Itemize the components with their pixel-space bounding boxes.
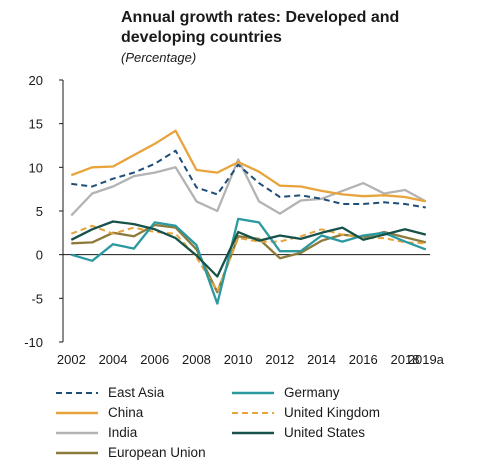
x-tick-label: 2014 <box>307 352 336 367</box>
x-tick-label: 2010 <box>224 352 253 367</box>
x-tick-label: 2012 <box>265 352 294 367</box>
series-line-india <box>70 158 427 217</box>
x-tick-label: 2018 <box>391 352 420 367</box>
chart-subtitle: (Percentage) <box>121 50 197 65</box>
y-tick-label: 10 <box>29 160 43 175</box>
x-tick-label: 2008 <box>182 352 211 367</box>
x-tick-label: 2002 <box>57 352 86 367</box>
x-tick-label: 2006 <box>140 352 169 367</box>
y-tick-label: 20 <box>29 73 43 88</box>
y-tick-label: -10 <box>24 335 43 350</box>
series-line-east-asia <box>71 149 426 209</box>
x-tick-label: 2004 <box>99 352 128 367</box>
y-tick-label: 15 <box>29 117 43 132</box>
series-line-united-states <box>70 220 427 278</box>
series-line-european-union <box>71 223 427 294</box>
chart-title: Annual growth rates: Developed and devel… <box>121 9 400 46</box>
y-tick-label: 0 <box>36 248 43 263</box>
x-tick-label: 2016 <box>349 352 378 367</box>
series-line-germany <box>70 217 427 305</box>
y-tick-label: -5 <box>31 291 43 306</box>
x-tick-label: 2019a <box>408 352 445 367</box>
series-line-china <box>70 129 427 203</box>
series-line-united-kingdom <box>70 224 426 293</box>
y-tick-label: 5 <box>36 204 43 219</box>
